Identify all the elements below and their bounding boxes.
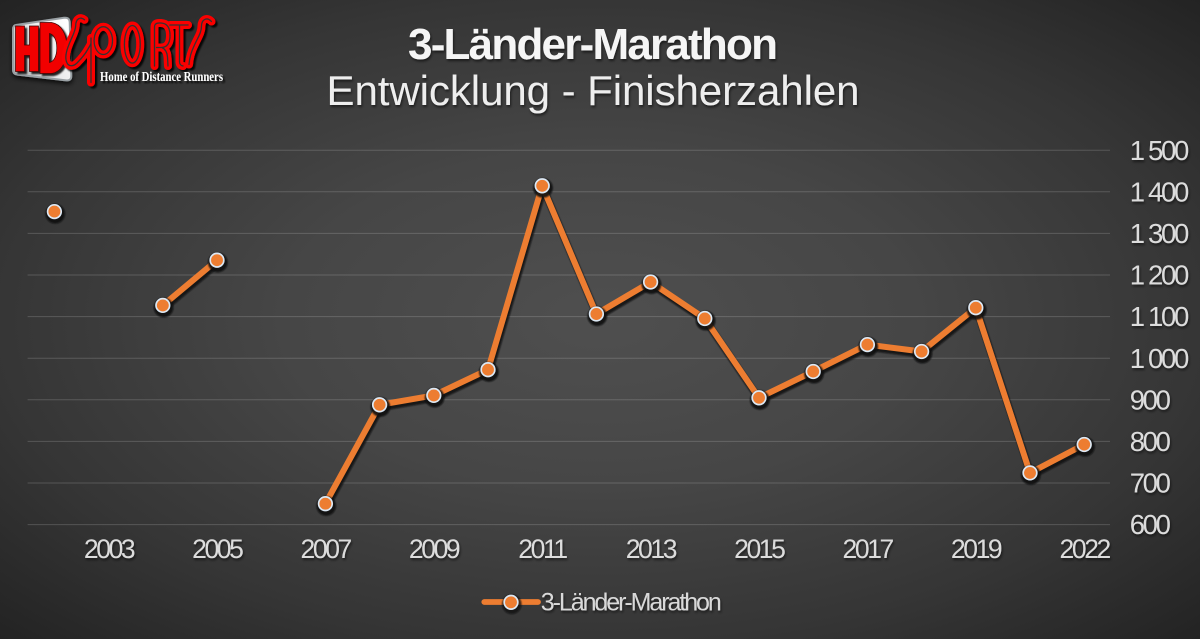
svg-text:1 000: 1 000 [1130,343,1189,374]
svg-text:2019: 2019 [951,534,1002,564]
svg-text:600: 600 [1130,509,1171,540]
svg-text:2009: 2009 [409,534,460,564]
svg-text:Entwicklung - Finisherzahlen: Entwicklung - Finisherzahlen [327,67,860,114]
svg-text:2007: 2007 [301,534,352,564]
svg-text:3-Länder-Marathon: 3-Länder-Marathon [541,589,722,617]
svg-text:2015: 2015 [734,534,785,564]
svg-text:2013: 2013 [626,534,677,564]
svg-text:1 500: 1 500 [1130,135,1189,166]
svg-text:Home of Distance Runners: Home of Distance Runners [100,69,223,84]
svg-text:800: 800 [1130,426,1171,457]
svg-text:1 300: 1 300 [1130,218,1189,249]
svg-text:2011: 2011 [518,534,567,564]
svg-text:2003: 2003 [84,534,135,564]
svg-text:1 400: 1 400 [1130,176,1189,207]
svg-text:2022: 2022 [1060,534,1111,564]
svg-text:900: 900 [1130,384,1171,415]
svg-text:1 200: 1 200 [1130,260,1189,291]
svg-text:1 100: 1 100 [1130,301,1189,332]
svg-text:700: 700 [1130,468,1171,499]
svg-text:2017: 2017 [843,534,894,564]
svg-text:2005: 2005 [192,534,243,564]
svg-text:3-Länder-Marathon: 3-Länder-Marathon [408,20,778,69]
